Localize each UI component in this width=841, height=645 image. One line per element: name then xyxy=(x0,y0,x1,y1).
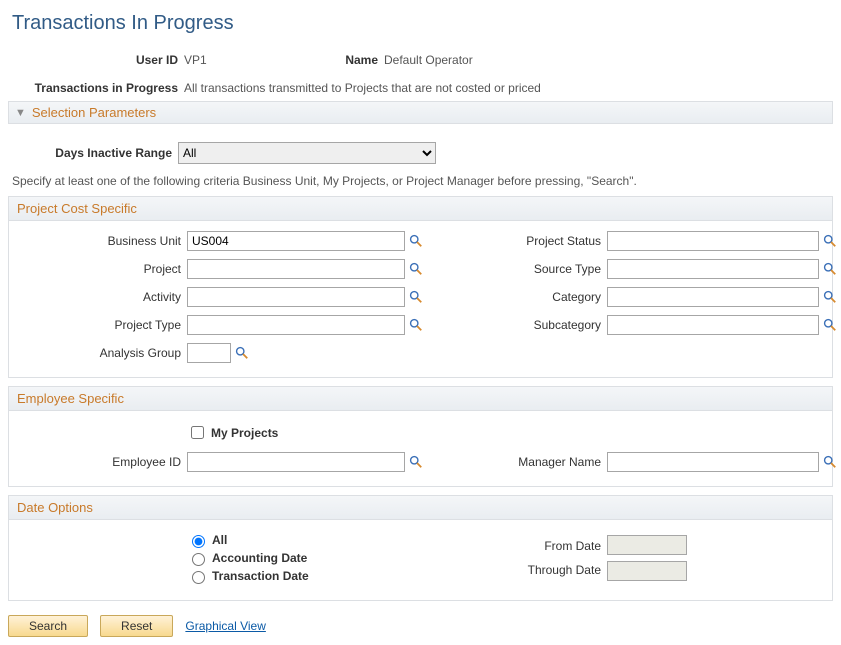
selection-parameters-title: Selection Parameters xyxy=(32,105,156,120)
my-projects-checkbox[interactable] xyxy=(191,426,204,439)
lookup-icon[interactable] xyxy=(409,234,423,248)
source-type-label: Source Type xyxy=(447,262,607,276)
through-date-input xyxy=(607,561,687,581)
from-date-input xyxy=(607,535,687,555)
date-options-title: Date Options xyxy=(9,496,832,520)
header-tx-row: Transactions in Progress All transaction… xyxy=(8,81,833,95)
employee-id-label: Employee ID xyxy=(17,455,187,469)
page-title: Transactions In Progress xyxy=(12,12,833,35)
date-transaction-radio[interactable] xyxy=(192,571,205,584)
days-inactive-select[interactable]: All xyxy=(178,142,436,164)
subcategory-input[interactable] xyxy=(607,315,819,335)
lookup-icon[interactable] xyxy=(409,318,423,332)
collapse-arrow-icon: ▼ xyxy=(15,107,26,119)
project-type-label: Project Type xyxy=(17,318,187,332)
lookup-icon[interactable] xyxy=(823,318,837,332)
footer-row: Search Reset Graphical View xyxy=(8,615,833,637)
date-all-label: All xyxy=(212,533,227,547)
tx-progress-label: Transactions in Progress xyxy=(8,81,178,95)
search-button[interactable]: Search xyxy=(8,615,88,637)
lookup-icon[interactable] xyxy=(823,455,837,469)
analysis-group-input[interactable] xyxy=(187,343,231,363)
user-id-label: User ID xyxy=(8,53,178,67)
name-label: Name xyxy=(338,53,378,67)
lookup-icon[interactable] xyxy=(409,262,423,276)
lookup-icon[interactable] xyxy=(823,234,837,248)
employee-title: Employee Specific xyxy=(9,387,832,411)
selection-help-text: Specify at least one of the following cr… xyxy=(12,174,829,188)
category-label: Category xyxy=(447,290,607,304)
lookup-icon[interactable] xyxy=(409,290,423,304)
date-transaction-label: Transaction Date xyxy=(212,569,309,583)
project-status-label: Project Status xyxy=(447,234,607,248)
name-value: Default Operator xyxy=(378,53,473,67)
reset-button[interactable]: Reset xyxy=(100,615,173,637)
lookup-icon[interactable] xyxy=(235,346,249,360)
source-type-input[interactable] xyxy=(607,259,819,279)
my-projects-label: My Projects xyxy=(211,426,278,440)
date-accounting-radio[interactable] xyxy=(192,553,205,566)
business-unit-input[interactable] xyxy=(187,231,405,251)
subcategory-label: Subcategory xyxy=(447,318,607,332)
project-input[interactable] xyxy=(187,259,405,279)
graphical-view-link[interactable]: Graphical View xyxy=(185,619,265,633)
from-date-label: From Date xyxy=(447,539,607,553)
date-options-section: Date Options All Accounting Date Transac… xyxy=(8,495,833,601)
project-label: Project xyxy=(17,262,187,276)
activity-label: Activity xyxy=(17,290,187,304)
through-date-label: Through Date xyxy=(447,563,607,577)
employee-id-input[interactable] xyxy=(187,452,405,472)
category-input[interactable] xyxy=(607,287,819,307)
activity-input[interactable] xyxy=(187,287,405,307)
selection-parameters-header[interactable]: ▼ Selection Parameters xyxy=(8,101,833,124)
days-inactive-label: Days Inactive Range xyxy=(8,146,178,160)
header-user-row: User ID VP1 Name Default Operator xyxy=(8,53,833,67)
analysis-group-label: Analysis Group xyxy=(17,346,187,360)
lookup-icon[interactable] xyxy=(823,290,837,304)
manager-name-label: Manager Name xyxy=(447,455,607,469)
employee-section: Employee Specific My Projects Employee I… xyxy=(8,386,833,487)
user-id-value: VP1 xyxy=(178,53,338,67)
tx-progress-value: All transactions transmitted to Projects… xyxy=(178,81,541,95)
project-cost-title: Project Cost Specific xyxy=(9,197,832,221)
manager-name-input[interactable] xyxy=(607,452,819,472)
project-cost-section: Project Cost Specific Business Unit Proj… xyxy=(8,196,833,378)
date-all-radio[interactable] xyxy=(192,535,205,548)
date-accounting-label: Accounting Date xyxy=(212,551,307,565)
lookup-icon[interactable] xyxy=(823,262,837,276)
project-status-input[interactable] xyxy=(607,231,819,251)
project-type-input[interactable] xyxy=(187,315,405,335)
days-inactive-row: Days Inactive Range All xyxy=(8,142,833,164)
business-unit-label: Business Unit xyxy=(17,234,187,248)
lookup-icon[interactable] xyxy=(409,455,423,469)
